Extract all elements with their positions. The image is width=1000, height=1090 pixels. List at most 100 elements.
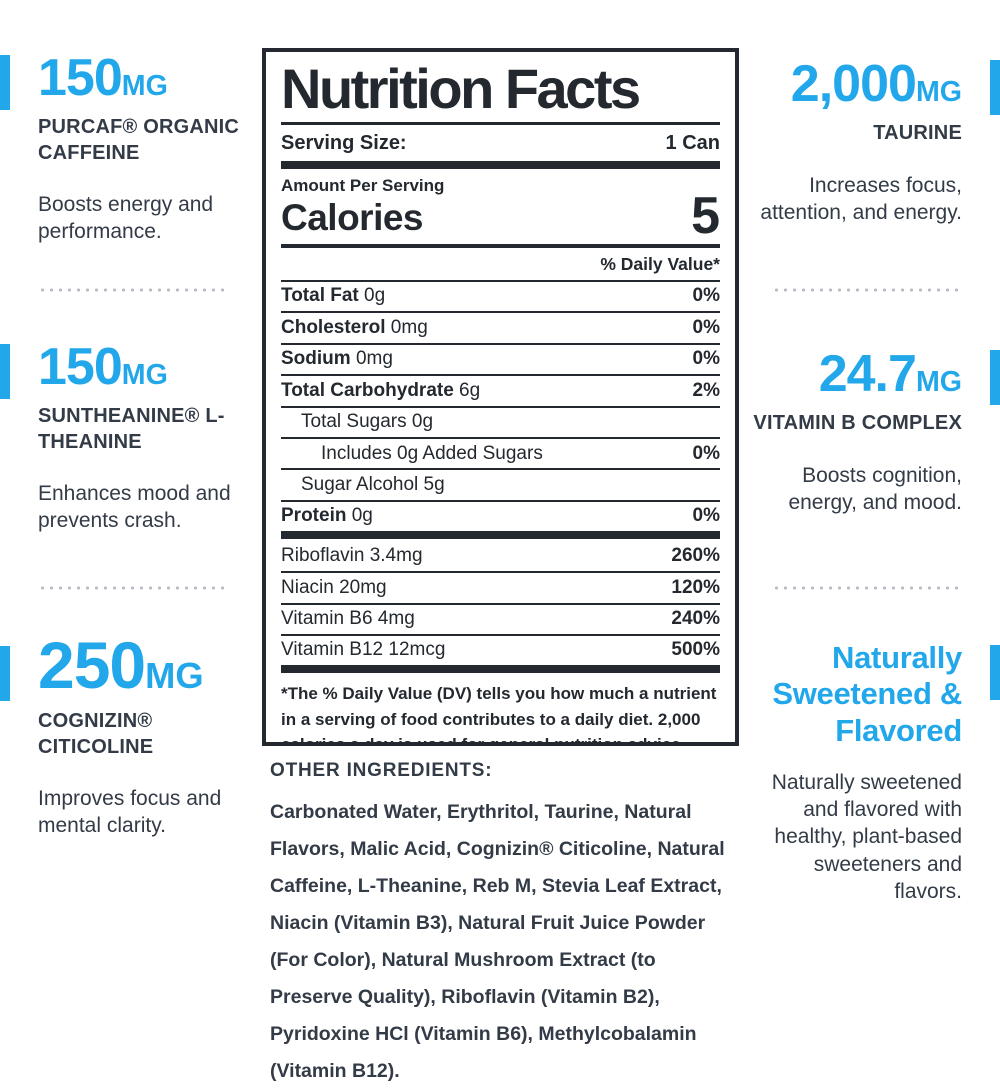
callout-description: Boosts energy and performance. <box>38 193 214 243</box>
callout-amount: 150MG <box>38 52 243 104</box>
nutrient-amount: 0mg <box>385 316 428 338</box>
callout-amount: 2,000MG <box>744 58 962 110</box>
nutrient-row-total-fat: Total Fat 0g 0% <box>281 279 720 311</box>
nutrient-row-sugar-alcohol: Sugar Alcohol 5g <box>281 468 720 499</box>
nutrient-name: Includes 0g Added Sugars <box>321 442 543 464</box>
nutrient-dv: 0% <box>692 285 720 307</box>
vitamin-row-riboflavin: Riboflavin 3.4mg 260% <box>281 539 720 571</box>
vitamin-row-niacin: Niacin 20mg 120% <box>281 571 720 602</box>
rule-thin <box>281 121 720 125</box>
callout-name: TAURINE <box>873 122 962 144</box>
nutrient-name: Sodium 0mg <box>281 348 393 370</box>
accent-bar-right-3 <box>990 645 1000 700</box>
vitamin-row-vitamin-b6: Vitamin B6 4mg 240% <box>281 602 720 634</box>
calories-label: Calories <box>281 197 424 239</box>
nutrient-amount: 6g <box>453 379 481 401</box>
nutrient-name: Vitamin B12 12mcg <box>281 639 446 661</box>
amount-unit: MG <box>121 359 168 391</box>
callout-description: Boosts cognition, energy, and mood. <box>788 464 962 515</box>
other-ingredients-heading: OTHER INGREDIENTS: <box>270 760 493 781</box>
nutrient-name: Total Carbohydrate 6g <box>281 380 480 402</box>
nutrient-row-protein: Protein 0g 0% <box>281 499 720 531</box>
dotted-separator-left-2 <box>38 586 230 590</box>
nutrient-dv: 120% <box>671 576 720 598</box>
callout-description: Naturally sweetened and flavored with he… <box>771 770 962 903</box>
dotted-separator-right-1 <box>772 288 964 292</box>
serving-size-value: 1 Can <box>665 131 720 154</box>
callout-amount: 250MG <box>38 632 243 698</box>
callout-citicoline: 250MG COGNIZIN® CITICOLINE Improves focu… <box>38 632 243 840</box>
callout-name: VITAMIN B COMPLEX <box>753 412 962 434</box>
accent-bar-right-2 <box>990 350 1000 405</box>
amount-number: 250 <box>38 628 146 702</box>
amount-unit: MG <box>145 655 204 696</box>
nutrient-name: Niacin 20mg <box>281 576 387 598</box>
rule-thick <box>281 665 720 674</box>
other-ingredients-section: OTHER INGREDIENTS: Carbonated Water, Ery… <box>270 760 738 1090</box>
daily-value-footnote: *The % Daily Value (DV) tells you how mu… <box>281 684 717 746</box>
dotted-separator-right-2 <box>772 586 964 590</box>
calories-row: Calories 5 <box>281 186 720 245</box>
nutrient-dv: 2% <box>692 379 720 401</box>
nutrient-name-bold: Total Carbohydrate <box>281 379 454 401</box>
amount-number: 150 <box>38 49 123 107</box>
nutrient-dv: 0% <box>692 505 720 527</box>
nutrient-name: Riboflavin 3.4mg <box>281 545 423 567</box>
callout-description: Enhances mood and prevents crash. <box>38 482 231 532</box>
nutrient-row-total-carbohydrate: Total Carbohydrate 6g 2% <box>281 374 720 405</box>
nutrient-row-total-sugars: Total Sugars 0g <box>281 405 720 437</box>
amount-unit: MG <box>915 76 962 108</box>
rule-thick <box>281 160 720 169</box>
rule-medium <box>281 243 720 248</box>
callout-name: PURCAF® ORGANIC CAFFEINE <box>38 116 240 164</box>
nutrient-dv: 0% <box>692 316 720 338</box>
nutrient-name-bold: Protein <box>281 505 347 527</box>
nutrient-dv: 500% <box>671 639 720 661</box>
nutrition-facts-label: Nutrition Facts Serving Size: 1 Can Amou… <box>262 48 739 746</box>
amount-unit: MG <box>915 366 962 398</box>
vitamin-row-vitamin-b12: Vitamin B12 12mcg 500% <box>281 633 720 665</box>
callout-amount: 150MG <box>38 341 243 393</box>
nutrient-dv: 0% <box>692 348 720 370</box>
callout-ltheanine: 150MG SUNTHEANINE® L-THEANINE Enhances m… <box>38 341 243 535</box>
amount-per-serving-label: Amount Per Serving <box>281 175 445 195</box>
nutrient-row-cholesterol: Cholesterol 0mg 0% <box>281 311 720 342</box>
calories-value: 5 <box>691 186 720 245</box>
rule-thick <box>281 531 720 540</box>
callout-taurine: 2,000MG TAURINE Increases focus, attenti… <box>744 58 962 227</box>
callout-name: COGNIZIN® CITICOLINE <box>38 710 154 758</box>
daily-value-header: % Daily Value* <box>600 253 720 274</box>
nutrient-amount: 0g <box>346 505 373 527</box>
callout-heading: Naturally Sweetened & Flavored <box>772 640 962 748</box>
amount-number: 2,000 <box>790 55 917 113</box>
dotted-separator-left-1 <box>38 288 230 292</box>
nutrient-dv: 260% <box>671 545 720 567</box>
nutrient-name: Protein 0g <box>281 505 373 527</box>
amount-number: 150 <box>38 338 123 396</box>
nutrient-dv: 0% <box>692 442 720 464</box>
nutrient-name: Total Fat 0g <box>281 285 385 307</box>
callout-description: Improves focus and mental clarity. <box>38 787 222 837</box>
nutrient-dv: 240% <box>671 608 720 630</box>
label-title: Nutrition Facts <box>281 57 641 120</box>
nutrient-name: Cholesterol 0mg <box>281 317 428 339</box>
serving-size-label: Serving Size: <box>281 131 407 154</box>
callout-caffeine: 150MG PURCAF® ORGANIC CAFFEINE Boosts en… <box>38 52 243 246</box>
nutrient-name-bold: Sodium <box>281 348 351 370</box>
amount-unit: MG <box>121 70 168 102</box>
nutrient-name-bold: Cholesterol <box>281 316 386 338</box>
accent-bar-right-1 <box>990 60 1000 115</box>
nutrient-name: Total Sugars 0g <box>301 411 434 433</box>
nutrient-row-added-sugars: Includes 0g Added Sugars 0% <box>281 437 720 468</box>
nutrient-name-bold: Total Fat <box>281 285 359 307</box>
callout-amount: 24.7MG <box>744 348 962 400</box>
nutrient-row-sodium: Sodium 0mg 0% <box>281 342 720 374</box>
nutrient-name: Vitamin B6 4mg <box>281 608 415 630</box>
accent-bar-left-1 <box>0 55 10 110</box>
callout-naturally-sweetened: Naturally Sweetened & Flavored Naturally… <box>744 640 963 905</box>
other-ingredients-body: Carbonated Water, Erythritol, Taurine, N… <box>270 801 725 1083</box>
nutrient-amount: 0g <box>358 285 386 307</box>
callout-name: SUNTHEANINE® L-THEANINE <box>38 405 225 453</box>
nutrient-amount: 0mg <box>350 348 393 370</box>
amount-number: 24.7 <box>818 345 917 403</box>
